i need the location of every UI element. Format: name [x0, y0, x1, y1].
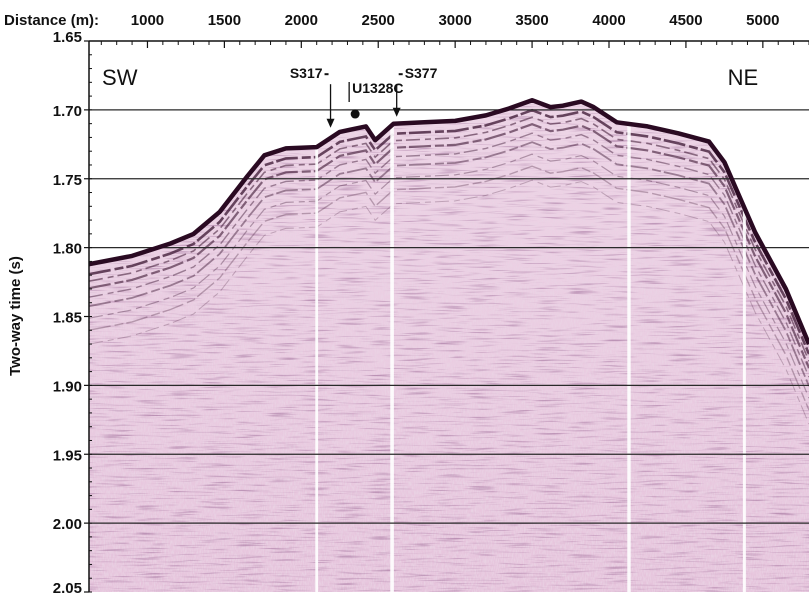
region-label: NE — [728, 65, 759, 90]
y-tick-label: 1.70 — [53, 103, 82, 120]
subsurface-reflector — [89, 123, 809, 369]
site-dot-marker — [350, 109, 360, 119]
subsurface-reflector — [89, 153, 809, 399]
subsurface-reflector — [89, 179, 809, 425]
y-tick-label: 1.90 — [53, 378, 82, 395]
x-tick-label: 5000 — [746, 12, 779, 29]
y-tick-label: 1.65 — [53, 29, 82, 46]
x-tick-label: 2500 — [362, 12, 395, 29]
x-tick-label: 3000 — [438, 12, 471, 29]
x-tick-label: 3500 — [515, 12, 548, 29]
region-label: SW — [102, 65, 138, 90]
subsurface-reflector — [89, 108, 809, 355]
x-tick-label: 1000 — [131, 12, 164, 29]
y-tick-label: 1.85 — [53, 310, 82, 327]
subsurface-reflector — [89, 132, 809, 378]
site-label: S317 — [290, 65, 323, 81]
x-tick-label: 2000 — [285, 12, 318, 29]
site-label: U1328C — [352, 80, 403, 96]
y-tick-label: 2.00 — [53, 516, 82, 533]
y-tick-label: 2.05 — [53, 580, 82, 596]
site-label: S377 — [405, 65, 438, 81]
x-tick-label: 4000 — [592, 12, 625, 29]
site-arrowhead — [326, 118, 335, 128]
seafloor-reflector — [89, 97, 809, 345]
y-tick-label: 1.95 — [53, 447, 82, 464]
x-tick-label: 4500 — [669, 12, 702, 29]
y-axis-label: Two-way time (s) — [7, 256, 24, 376]
x-axis-label: Distance (m): — [4, 12, 99, 29]
y-tick-label: 1.80 — [53, 241, 82, 258]
subsurface-reflector — [89, 141, 809, 387]
subsurface-reflector — [89, 116, 809, 362]
site-arrowhead — [392, 107, 401, 117]
y-tick-label: 1.75 — [53, 172, 82, 189]
x-tick-label: 1500 — [208, 12, 241, 29]
